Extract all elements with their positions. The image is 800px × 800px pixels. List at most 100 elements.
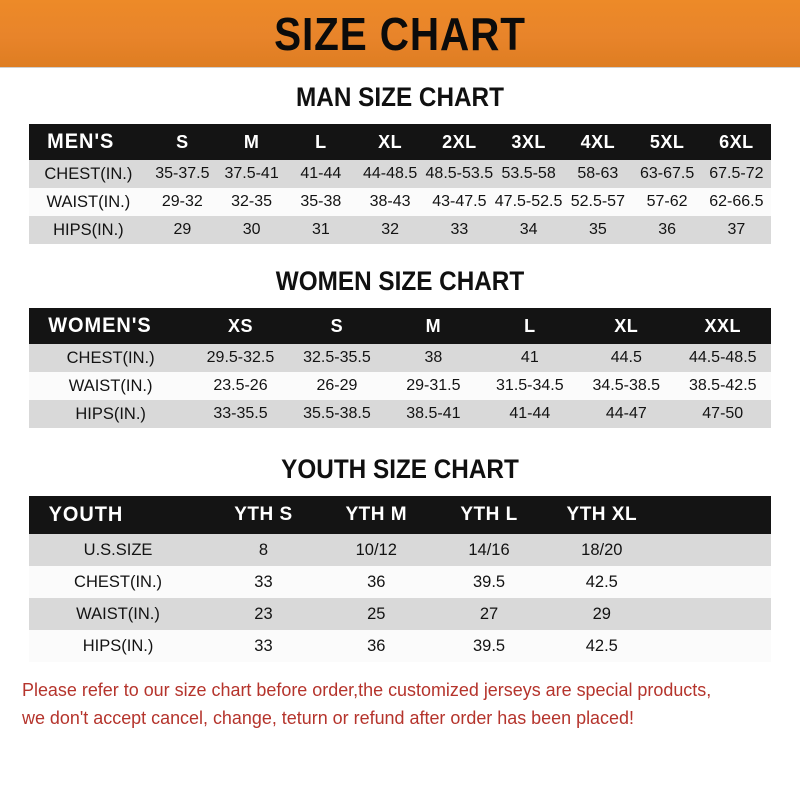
youth-size-col-1: YTH M	[345, 504, 408, 525]
order-policy-line-2: we don't accept cancel, change, teturn o…	[22, 706, 634, 728]
youth-row-1-val-1: 36	[367, 572, 386, 591]
women-size-table: WOMEN'S XS S M L XL XXL CHEST(IN.) 29.5-…	[29, 308, 771, 428]
man-row-1-val-5: 47.5-52.5	[494, 193, 563, 210]
women-row-2-label: HIPS(IN.)	[75, 404, 146, 423]
man-row-1-val-0: 29-32	[161, 193, 203, 210]
youth-row-3-label: HIPS(IN.)	[82, 636, 154, 655]
youth-size-col-2: YTH L	[460, 504, 518, 525]
man-row-0-val-4: 48.5-53.5	[425, 165, 494, 182]
man-row-2-val-6: 35	[588, 221, 607, 238]
man-row-2-val-1: 30	[242, 221, 261, 238]
women-row-0-val-0: 29.5-32.5	[206, 349, 275, 366]
women-row-0-val-4: 44.5	[610, 349, 642, 366]
women-row-0-label: CHEST(IN.)	[66, 348, 155, 367]
man-size-col-4: 2XL	[442, 131, 477, 152]
women-row-1-label: WAIST(IN.)	[68, 376, 153, 395]
youth-row-3-val-2: 39.5	[472, 636, 506, 655]
man-size-col-6: 4XL	[580, 131, 616, 152]
man-size-col-8: 6XL	[719, 131, 754, 152]
youth-row-2-val-0: 23	[254, 604, 273, 623]
youth-row-0-val-3: 18/20	[581, 540, 623, 559]
man-row-0-val-5: 53.5-58	[501, 165, 556, 182]
man-size-table: MEN'S S M L XL 2XL 3XL 4XL 5XL 6XL CHEST…	[29, 124, 771, 244]
youth-row-2-val-2: 27	[479, 604, 499, 623]
order-policy-line-1: Please refer to our size chart before or…	[22, 679, 712, 700]
table-row: CHEST(IN.) 33 36 39.5 42.5	[29, 566, 771, 598]
women-row-0-val-2: 38	[424, 349, 443, 366]
women-row-1-val-5: 38.5-42.5	[688, 377, 757, 394]
youth-row-2-val-3: 29	[592, 604, 611, 623]
youth-size-col-3: YTH XL	[566, 504, 638, 525]
youth-size-col-spacer	[658, 496, 771, 534]
table-row: CHEST(IN.) 29.5-32.5 32.5-35.5 38 41 44.…	[29, 344, 771, 372]
man-row-0-val-0: 35-37.5	[155, 165, 210, 182]
women-row-2-val-5: 47-50	[702, 405, 744, 422]
youth-row-2-val-1: 25	[367, 604, 386, 623]
women-row-1-val-3: 31.5-34.5	[496, 377, 564, 394]
man-row-2-val-3: 32	[381, 221, 399, 238]
youth-row-3-val-1: 36	[367, 636, 386, 655]
women-header-label: WOMEN'S	[48, 314, 152, 337]
man-row-0-val-2: 41-44	[300, 165, 342, 182]
youth-size-col-0: YTH S	[234, 504, 293, 525]
man-row-1-val-7: 57-62	[646, 193, 688, 210]
man-row-0-val-7: 63-67.5	[639, 165, 695, 182]
man-row-2-label: HIPS(IN.)	[53, 220, 124, 239]
table-row: WAIST(IN.) 23 25 27 29	[29, 598, 771, 630]
man-size-col-7: 5XL	[649, 131, 685, 152]
women-row-2-val-2: 38.5-41	[406, 405, 461, 422]
youth-row-2-label: WAIST(IN.)	[76, 604, 160, 623]
youth-row-0-val-1: 10/12	[355, 540, 397, 559]
women-row-1-val-1: 26-29	[316, 377, 358, 394]
man-row-2-val-2: 31	[311, 221, 330, 238]
man-row-0-val-6: 58-63	[577, 165, 619, 182]
youth-row-0-val-2: 14/16	[468, 540, 510, 559]
man-row-0-val-1: 37.5-41	[224, 165, 279, 182]
youth-row-1-val-0: 33	[254, 572, 273, 591]
youth-table-header-row: YOUTH YTH S YTH M YTH L YTH XL	[29, 496, 771, 534]
youth-section-title: YOUTH SIZE CHART	[281, 454, 519, 484]
women-row-2-val-3: 41-44	[509, 405, 551, 422]
table-row: HIPS(IN.) 33 36 39.5 42.5	[29, 630, 771, 662]
man-size-col-2: L	[315, 131, 327, 152]
size-chart-banner: SIZE CHART	[0, 0, 800, 68]
women-size-col-2: M	[425, 315, 442, 336]
order-policy-note: Please refer to our size chart before or…	[22, 676, 755, 732]
man-row-1-val-8: 62-66.5	[709, 193, 764, 210]
women-row-2-val-0: 33-35.5	[213, 405, 268, 422]
women-row-1-val-2: 29-31.5	[406, 377, 461, 394]
youth-size-table: YOUTH YTH S YTH M YTH L YTH XL U.S.SIZE …	[29, 496, 771, 662]
man-row-2-val-0: 29	[173, 221, 192, 238]
man-row-0-val-3: 44-48.5	[362, 165, 418, 182]
page-title: SIZE CHART	[274, 7, 526, 60]
man-size-col-3: XL	[378, 131, 403, 152]
women-row-1-val-0: 23.5-26	[213, 377, 268, 394]
table-row: WAIST(IN.) 29-32 32-35 35-38 38-43 43-47…	[29, 188, 771, 216]
women-size-col-0: XS	[227, 315, 253, 336]
man-row-0-val-8: 67.5-72	[709, 165, 764, 182]
man-row-1-val-2: 35-38	[300, 193, 342, 210]
youth-row-0-val-0: 8	[258, 540, 269, 559]
table-row: HIPS(IN.) 33-35.5 35.5-38.5 38.5-41 41-4…	[29, 400, 771, 428]
man-row-1-val-1: 32-35	[231, 193, 273, 210]
man-row-2-val-7: 36	[658, 221, 676, 238]
women-row-0-val-1: 32.5-35.5	[303, 349, 371, 366]
man-row-1-val-4: 43-47.5	[432, 193, 487, 210]
women-size-col-4: XL	[614, 315, 639, 336]
youth-row-2-spacer	[658, 598, 771, 630]
women-table-body: WOMEN'S XS S M L XL XXL CHEST(IN.) 29.5-…	[29, 308, 771, 428]
women-size-col-5: XXL	[704, 315, 741, 336]
women-section-title: WOMEN SIZE CHART	[275, 266, 525, 296]
women-row-0-val-3: 41	[520, 349, 539, 366]
man-size-col-0: S	[176, 131, 189, 152]
man-row-1-val-3: 38-43	[369, 193, 411, 210]
table-row: U.S.SIZE 8 10/12 14/16 18/20	[29, 534, 771, 566]
youth-row-3-spacer	[658, 630, 771, 662]
women-row-1-val-4: 34.5-38.5	[592, 377, 661, 394]
table-row: HIPS(IN.) 29 30 31 32 33 34 35 36 37	[29, 216, 771, 244]
women-row-2-val-1: 35.5-38.5	[303, 405, 371, 422]
man-size-col-5: 3XL	[511, 131, 546, 152]
women-table-header-row: WOMEN'S XS S M L XL XXL	[29, 308, 771, 344]
youth-row-1-label: CHEST(IN.)	[74, 572, 163, 591]
youth-row-3-val-0: 33	[254, 636, 273, 655]
